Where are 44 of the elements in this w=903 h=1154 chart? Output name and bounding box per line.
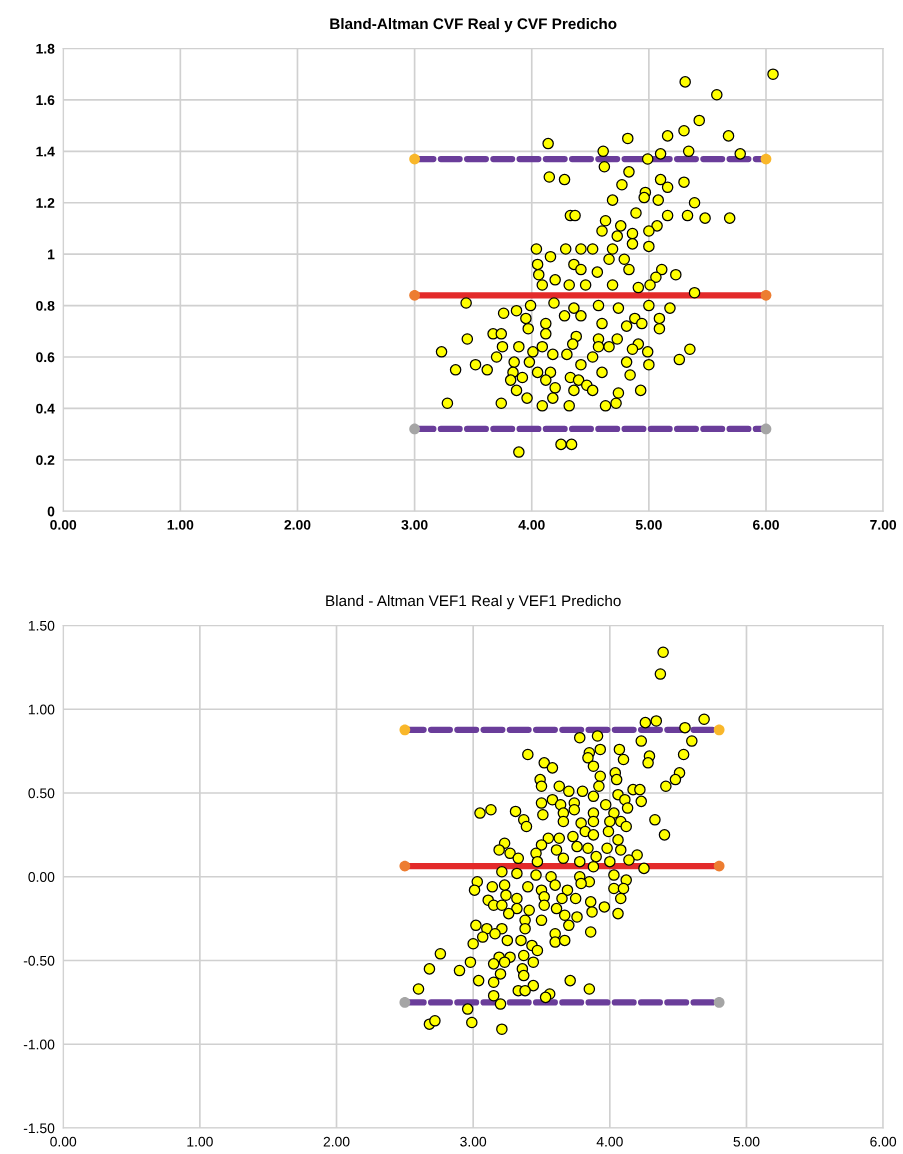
y-tick-label: 1.2: [36, 198, 55, 208]
point: [409, 423, 420, 435]
y-tick-label: 0.50: [28, 788, 55, 799]
x-tick-label: 1.00: [187, 1136, 213, 1147]
point: [760, 423, 772, 435]
x-tick-label: 5.00: [635, 519, 662, 530]
y-tick-label: 1.50: [28, 620, 55, 631]
y-tick-label: 1.8: [36, 43, 55, 54]
chart-title: Bland-Altman CVF Real y CVF Predicho: [330, 17, 617, 33]
x-tick-label: 1.00: [167, 519, 194, 530]
x-tick-label: 6.00: [753, 519, 779, 530]
x-tick-label: 7.00: [870, 519, 897, 530]
y-tick-label: 1.4: [36, 146, 55, 157]
point: [713, 860, 725, 872]
y-tick-label: 0.6: [36, 352, 55, 363]
y-tick-label: 0: [47, 506, 55, 517]
point: [760, 289, 772, 301]
x-tick-label: 4.00: [596, 1136, 623, 1147]
point: [713, 997, 725, 1008]
point: [399, 860, 411, 872]
point: [409, 153, 420, 165]
point: [399, 997, 411, 1008]
y-tick-label: 0.2: [36, 455, 55, 465]
point: [409, 289, 420, 301]
y-tick-label: 0.4: [36, 403, 55, 414]
x-tick-label: 2.00: [323, 1136, 350, 1147]
point: [399, 724, 411, 736]
y-tick-label: -1.50: [23, 1123, 55, 1134]
y-tick-label: 1: [48, 249, 55, 260]
y-tick-label: 0.00: [28, 872, 55, 882]
x-tick-label: 6.00: [870, 1136, 897, 1147]
x-tick-label: 5.00: [733, 1136, 760, 1147]
x-tick-label: 3.00: [401, 519, 428, 530]
chart-title: Bland - Altman VEF1 Real y VEF1 Predicho: [326, 594, 621, 610]
y-tick-label: 1.6: [36, 95, 55, 106]
x-tick-label: 4.00: [518, 519, 545, 530]
y-tick-label: 1.00: [28, 704, 55, 715]
y-tick-label: -1.00: [23, 1039, 55, 1050]
x-tick-label: 3.00: [460, 1136, 487, 1147]
y-tick-label: 0.8: [36, 300, 55, 311]
point: [713, 724, 725, 736]
x-tick-label: 2.00: [284, 519, 311, 530]
y-tick-label: -0.50: [23, 955, 55, 966]
point: [760, 153, 772, 165]
